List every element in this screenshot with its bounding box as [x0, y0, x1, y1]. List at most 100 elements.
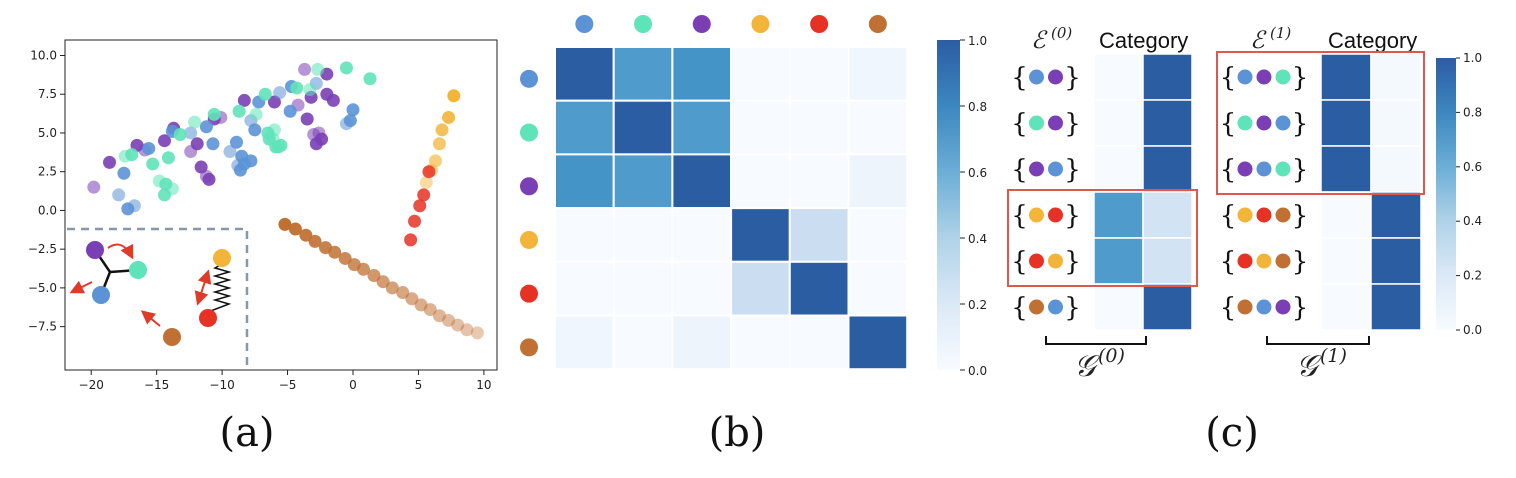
teal-point: [271, 140, 285, 154]
close-brace: }: [1292, 201, 1309, 231]
x-tick-label: 5: [415, 378, 423, 392]
teal-point: [232, 104, 246, 118]
brown-point: [423, 303, 437, 317]
heatmap-cell: [612, 260, 674, 317]
purple-point: [307, 128, 321, 142]
category-cell: [1093, 237, 1144, 285]
open-brace: {: [1220, 155, 1237, 185]
category-cell: [1370, 191, 1422, 239]
inset-dashed-border: [67, 227, 249, 368]
colorbar-ticks: 0.0 0.2 0.4 0.6 0.8 1.0: [960, 34, 987, 378]
colorbar-tick-label: 1.0: [968, 34, 987, 48]
purple-node-dot: [1048, 115, 1063, 131]
teal-point: [165, 182, 179, 196]
close-brace: }: [1064, 201, 1081, 231]
category-cell: [1370, 145, 1422, 193]
purple-point: [237, 93, 251, 107]
purple-point: [298, 62, 312, 76]
teal-point: [173, 128, 187, 142]
x-tick-label: −15: [144, 378, 169, 392]
close-brace: }: [1064, 247, 1081, 277]
blue-node-dot: [92, 286, 110, 304]
teal-node-dot: [1237, 115, 1253, 131]
y-tick-label: 2.5: [38, 165, 57, 179]
red-point: [408, 214, 422, 228]
y-tick-label: 7.5: [38, 87, 57, 101]
colorbar-c-ticks: 0.0 0.2 0.4 0.6 0.8 1.0: [1456, 51, 1482, 337]
blue-point: [199, 120, 213, 134]
red-point: [422, 165, 436, 179]
open-brace: {: [1011, 109, 1028, 139]
heatmap-cell: [730, 46, 791, 102]
yellow-point: [447, 89, 461, 103]
blue-point: [223, 145, 237, 159]
teal-row-dot: [520, 123, 538, 142]
category-cell: [1142, 237, 1193, 285]
edge-heatmap-0: ℰ (0) Category{}{}{}{}{}{}𝒢 (0): [1007, 24, 1198, 384]
yellow-row-dot: [520, 230, 538, 249]
heatmap-cell: [554, 207, 615, 263]
heatmap-cell: [788, 260, 850, 317]
open-brace: {: [1011, 201, 1028, 231]
group-bracket: [1266, 336, 1370, 345]
blue-node-dot: [1048, 161, 1063, 177]
yellow-point: [442, 110, 456, 124]
teal-point: [303, 83, 317, 97]
heatmap-cell: [671, 314, 733, 371]
blue-point: [248, 123, 262, 137]
category-cell: [1093, 53, 1144, 101]
teal-point: [146, 157, 160, 171]
category-cell: [1142, 53, 1193, 101]
panel-b-heatmap: 0.0 0.2 0.4 0.6 0.8 1.0: [520, 15, 987, 378]
yellow-node-dot: [1029, 207, 1044, 223]
teal-point: [290, 81, 304, 95]
heatmap-cell: [730, 314, 791, 371]
heatmap-column-dots: [575, 15, 887, 33]
blue-point: [346, 103, 360, 117]
heatmap-cell: [847, 314, 909, 371]
brown-point: [460, 323, 474, 337]
heatmap-cell: [847, 153, 909, 210]
heatmap-cell: [554, 260, 615, 317]
blue-node-dot: [1256, 161, 1272, 177]
teal-point: [363, 72, 377, 86]
category-cell: [1370, 283, 1422, 331]
y-tick-label: −5.0: [28, 281, 57, 295]
heatmap-cell: [671, 207, 733, 263]
y-tick-label: 0.0: [38, 203, 57, 217]
purple-point: [300, 112, 314, 126]
heatmap-cell: [788, 153, 850, 210]
red-column-dot: [810, 15, 829, 33]
spring-arrow: [194, 269, 212, 306]
teal-point: [311, 62, 325, 76]
red-node-dot: [1256, 207, 1272, 223]
open-brace: {: [1011, 63, 1028, 93]
category-cell: [1320, 283, 1372, 331]
open-brace: {: [1220, 201, 1237, 231]
purple-column-dot: [692, 15, 711, 33]
close-brace: }: [1292, 63, 1309, 93]
yellow-node-dot: [1237, 207, 1253, 223]
blue-row-dot: [520, 69, 538, 88]
category-cell: [1370, 237, 1422, 285]
yellow-node-dot: [213, 249, 231, 267]
category-cell: [1370, 99, 1422, 147]
edge-set-label: ℰ: [1031, 26, 1048, 54]
heatmap-cell: [671, 153, 733, 210]
x-tick-label: −5: [279, 378, 297, 392]
brown-node-dot: [1275, 207, 1291, 223]
blue-node-dot: [1256, 299, 1272, 315]
category-cell: [1093, 99, 1144, 147]
category-header: Category: [1328, 28, 1417, 53]
close-brace: }: [1064, 109, 1081, 139]
heatmap-cell: [612, 99, 674, 156]
panel-a-scatter: −20 −15 −10 −5 0 5 10 −7.5 −5.0 −2.5 0.0 2.5 5.0 7.5 1…: [28, 39, 498, 392]
blue-node-dot: [1048, 299, 1063, 315]
purple-node-dot: [1275, 299, 1291, 315]
red-node-dot: [1029, 253, 1044, 269]
brown-point: [405, 292, 419, 306]
red-point: [413, 199, 427, 213]
teal-point: [249, 107, 263, 121]
blue-point: [229, 135, 243, 149]
